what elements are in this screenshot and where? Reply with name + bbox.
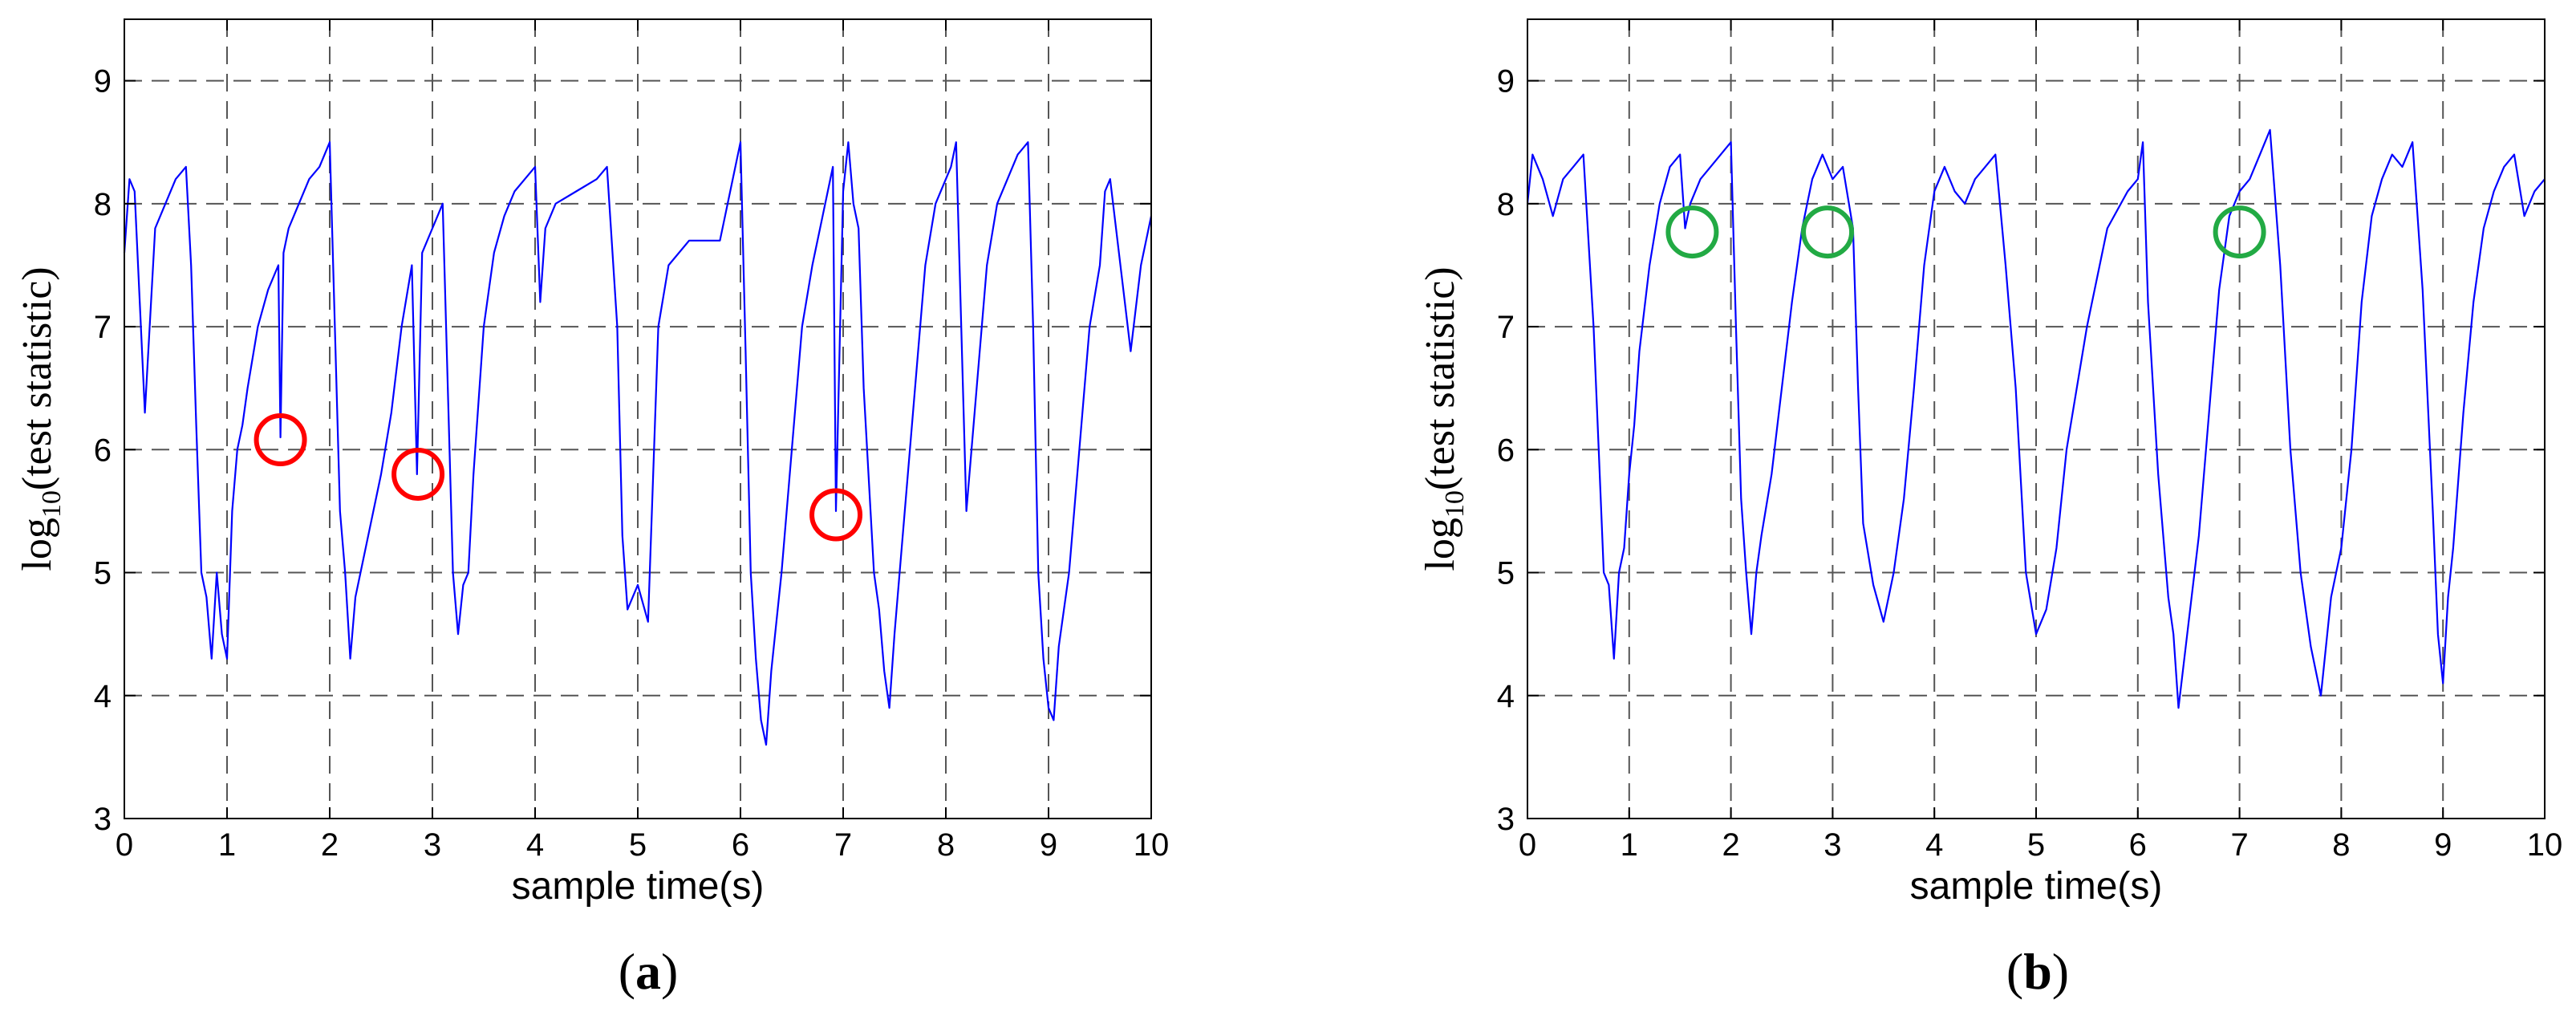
x-tick-label: 4 [1925, 827, 1943, 863]
x-tick-label: 6 [732, 827, 749, 863]
y-tick-label: 6 [94, 433, 112, 468]
x-tick-label: 0 [1519, 827, 1536, 863]
panel-label: (b) [2006, 943, 2069, 1000]
grid [1527, 19, 2545, 819]
x-tick-label: 10 [2527, 827, 2563, 863]
y-tick-label: 5 [94, 556, 112, 591]
y-axis-label: log10(test statistic) [14, 266, 67, 571]
panel-label: (a) [619, 943, 679, 1000]
y-tick-label: 8 [1497, 187, 1515, 222]
y-axis-label: log10(test statistic) [1418, 266, 1470, 571]
x-tick-label: 7 [2230, 827, 2248, 863]
x-tick-label: 2 [1722, 827, 1739, 863]
x-tick-label: 5 [2027, 827, 2045, 863]
x-axis-label: sample time(s) [512, 865, 765, 908]
data-line [123, 141, 1153, 746]
data-line [1526, 128, 2546, 709]
x-tick-label: 5 [629, 827, 647, 863]
highlight-circle [1665, 205, 1719, 259]
chart-b: 0 1 2 3 4 5 6 7 8 9 10 3 4 5 6 7 8 9 sample time(s) log10(t… [1418, 18, 2563, 1000]
highlight-circle [1801, 205, 1855, 259]
x-tick-label: 7 [834, 827, 852, 863]
y-tick-label: 9 [94, 64, 112, 100]
data-points [124, 142, 1152, 746]
y-tick-label: 8 [94, 187, 112, 222]
y-tick-label: 3 [1497, 802, 1515, 837]
highlight-circle [254, 413, 307, 467]
y-tick-label: 9 [1497, 64, 1515, 100]
x-tick-label: 2 [321, 827, 339, 863]
y-tick-label: 5 [1497, 556, 1515, 591]
x-tick-label: 10 [1134, 827, 1170, 863]
y-tick-label: 3 [94, 802, 112, 837]
y-tick-label: 4 [94, 679, 112, 714]
y-tick-label: 4 [1497, 679, 1515, 714]
x-tick-label: 8 [937, 827, 955, 863]
x-tick-label: 8 [2332, 827, 2350, 863]
grid [124, 19, 1151, 819]
x-tick-label: 4 [526, 827, 544, 863]
x-tick-label: 6 [2129, 827, 2147, 863]
x-tick-label: 3 [424, 827, 441, 863]
x-tick-label: 9 [2434, 827, 2452, 863]
y-tick-label: 6 [1497, 433, 1515, 468]
y-tick-label: 7 [94, 310, 112, 345]
highlight-circle [391, 447, 445, 501]
x-tick-label: 3 [1823, 827, 1841, 863]
x-tick-label: 1 [1621, 827, 1638, 863]
x-tick-label: 0 [116, 827, 133, 863]
chart-a: 0 1 2 3 4 5 6 7 8 9 10 3 4 5 6 7 8 9 sample time(s) log10(t… [14, 18, 1170, 1000]
highlight-circle [2213, 205, 2266, 259]
x-tick-label: 1 [218, 827, 236, 863]
x-axis-label: sample time(s) [1910, 865, 2163, 908]
y-tick-label: 7 [1497, 310, 1515, 345]
x-tick-label: 9 [1040, 827, 1057, 863]
highlight-circle [809, 488, 863, 542]
